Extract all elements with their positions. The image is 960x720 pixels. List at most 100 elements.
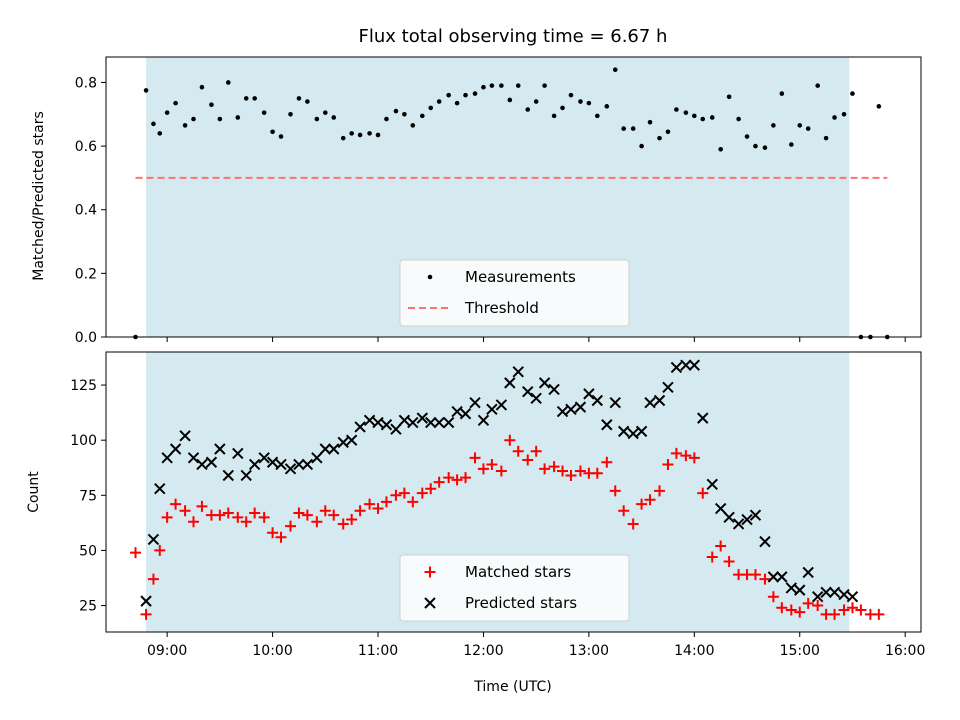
predicted-stars-point-9 <box>214 443 226 455</box>
predicted-stars-point-24 <box>345 434 358 446</box>
matched-stars-point-77 <box>802 597 814 609</box>
threshold-legend-label: Threshold <box>464 299 539 317</box>
measurements-point-69 <box>736 116 741 122</box>
count-panel-ytick-label-4: 125 <box>70 378 97 394</box>
predicted-stars-point-15 <box>266 456 279 468</box>
predicted-stars-point-44 <box>522 385 534 398</box>
matched-stars-point-72 <box>759 573 771 585</box>
matched-stars-point-10 <box>214 509 226 521</box>
predicted-stars-point-72 <box>767 571 780 583</box>
measurements-point-52 <box>586 100 592 106</box>
matched-stars-point-81 <box>838 604 850 616</box>
matched-stars-point-40 <box>477 463 489 475</box>
measurements-point-23 <box>331 115 337 120</box>
measurements-point-32 <box>410 123 416 128</box>
count-panel: 25 50 75 100 125 09:00 10:00 11:00 12:00 13:00 14:… <box>70 351 925 659</box>
predicted-stars-point-8 <box>205 456 218 468</box>
measurements-point-53 <box>595 113 600 119</box>
predicted-stars-point-26 <box>363 414 376 427</box>
predicted-stars-point-38 <box>469 397 481 409</box>
matched-stars-point-26 <box>354 505 366 517</box>
matched-stars-point-45 <box>522 454 534 466</box>
measurements-point-30 <box>393 108 399 114</box>
measurements-point-63 <box>683 110 689 115</box>
matched-stars-point-78 <box>812 600 824 612</box>
measurements-point-78 <box>815 83 820 88</box>
measurements-point-16 <box>270 129 275 135</box>
measurements-point-85 <box>876 104 882 109</box>
measurements-point-20 <box>305 99 310 104</box>
measurements-point-33 <box>420 113 425 119</box>
matched-stars-point-80 <box>829 608 841 620</box>
predicted-stars-point-30 <box>398 414 411 427</box>
predicted-stars-point-41 <box>495 399 508 411</box>
predicted-stars-legend-swatch <box>424 597 436 609</box>
measurements-point-50 <box>568 92 574 98</box>
predicted-stars-legend-label: Predicted stars <box>465 594 577 612</box>
matched-stars-point-21 <box>311 516 323 528</box>
count-panel-ylabel: Count <box>26 471 42 513</box>
matched-stars-point-38 <box>460 472 472 484</box>
predicted-stars-point-73 <box>776 571 788 583</box>
matched-stars-point-1 <box>140 608 152 620</box>
predicted-stars-point-71 <box>759 535 771 548</box>
count-panel-ytick-label-3: 100 <box>70 433 97 449</box>
matched-stars-point-29 <box>380 496 392 508</box>
matched-stars-point-14 <box>249 507 261 519</box>
predicted-stars-point-45 <box>530 392 542 405</box>
matched-stars-legend-label: Matched stars <box>465 563 571 581</box>
predicted-stars-point-40 <box>486 403 498 416</box>
measurements-point-74 <box>779 91 785 96</box>
measurements-point-56 <box>621 126 626 131</box>
measurements-point-77 <box>805 126 811 131</box>
predicted-stars-point-46 <box>538 377 551 389</box>
predicted-stars-point-53 <box>601 419 613 431</box>
measurements-point-40 <box>481 84 486 90</box>
measurements-point-47 <box>542 83 547 88</box>
measurements-point-11 <box>226 80 231 85</box>
measurements-point-14 <box>252 96 257 101</box>
predicted-stars-point-55 <box>617 425 630 438</box>
matched-stars-point-47 <box>539 463 551 475</box>
measurements-point-49 <box>560 105 565 111</box>
predicted-stars-point-68 <box>732 518 745 530</box>
measurements-point-51 <box>578 99 583 104</box>
predicted-stars-point-34 <box>433 416 445 429</box>
predicted-stars-point-28 <box>380 419 393 431</box>
matched-stars-point-7 <box>188 516 200 528</box>
matched-stars-point-74 <box>776 602 788 614</box>
measurements-point-10 <box>217 116 223 122</box>
matched-stars-point-59 <box>644 494 656 506</box>
measurements-point-35 <box>436 99 442 104</box>
matched-stars-point-46 <box>530 445 542 457</box>
measurements-point-61 <box>665 129 671 135</box>
predicted-stars-point-13 <box>248 458 261 471</box>
measurements-point-17 <box>278 134 284 139</box>
matched-stars-legend-swatch <box>424 566 436 578</box>
predicted-stars-point-16 <box>275 458 287 471</box>
matched-stars-point-61 <box>662 458 674 470</box>
predicted-stars-point-14 <box>258 452 270 464</box>
predicted-stars-point-79 <box>828 586 841 599</box>
predicted-stars-point-22 <box>328 443 340 455</box>
matched-stars-point-39 <box>469 452 481 464</box>
matched-stars-point-30 <box>390 489 402 501</box>
predicted-stars-point-60 <box>662 381 674 393</box>
matched-stars-point-82 <box>846 602 858 614</box>
matched-stars-point-23 <box>328 509 340 521</box>
matched-stars-point-66 <box>706 551 718 563</box>
matched-stars-point-53 <box>591 467 603 479</box>
count-panel-legend <box>399 554 630 622</box>
measurements-point-62 <box>674 107 679 112</box>
measurements-point-4 <box>164 110 170 115</box>
matched-stars-point-60 <box>654 485 666 497</box>
matched-stars-point-57 <box>627 518 639 530</box>
ratio-panel-ytick-label-0: 0.0 <box>75 330 97 346</box>
measurements-point-79 <box>823 135 829 141</box>
matched-stars-point-13 <box>240 516 252 528</box>
matched-stars-point-41 <box>486 458 498 470</box>
predicted-stars-point-20 <box>311 452 323 464</box>
predicted-stars-point-35 <box>442 416 455 429</box>
matched-stars-point-17 <box>275 531 287 543</box>
predicted-stars-point-7 <box>196 458 208 471</box>
